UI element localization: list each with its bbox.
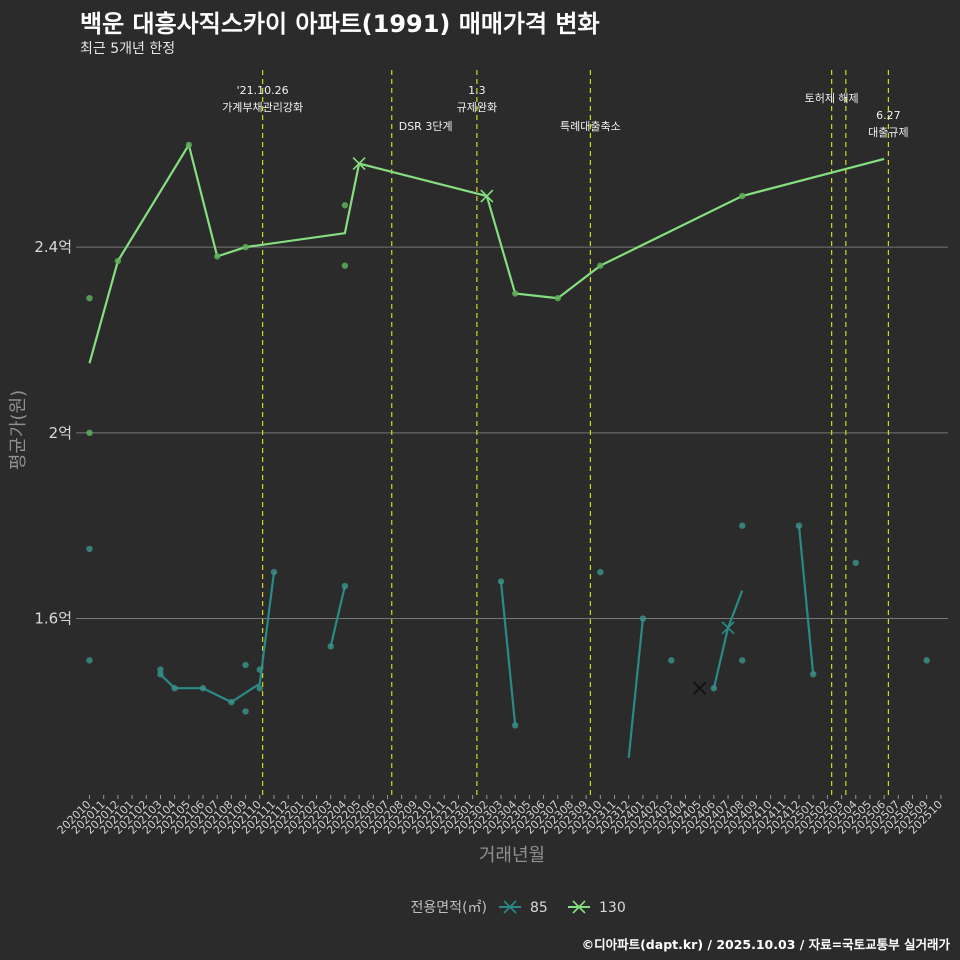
event-annotation: 토허제 해제 (805, 91, 859, 105)
series-85-point (809, 671, 817, 678)
source-caption: ©디아파트(dapt.kr) / 2025.10.03 / 자료=국토교통부 실… (581, 937, 950, 952)
y-tick-label: 2억 (49, 424, 72, 442)
series-85-x-marker (721, 621, 735, 635)
series-85-point (512, 722, 519, 729)
legend-key-marker (503, 900, 517, 914)
series-85-point (923, 657, 930, 664)
chart-title: 백운 대흥사직스카이 아파트(1991) 매매가격 변화 (80, 10, 600, 38)
series-130-point (185, 141, 193, 149)
series-85-line (329, 585, 346, 647)
series-85-point (341, 582, 349, 590)
series-85-point (639, 615, 647, 622)
event-annotation: 대출규제 (868, 126, 908, 139)
series-130-point (597, 262, 604, 269)
series-85-dark-marker (693, 681, 707, 695)
event-annotation: '21.10.26 (237, 84, 289, 97)
event-annotation: 가계부채관리강화 (222, 101, 303, 114)
series-85-point (497, 578, 505, 585)
series-130-point (739, 192, 746, 200)
price-chart: 1.6억 2억 2.4억 '21.10.26 가계부채관리강화 DSR 3단계 1.3 규제완… (8, 70, 948, 916)
series-85-point (256, 685, 263, 692)
legend-entry-label: 130 (599, 900, 626, 916)
series-85-point (852, 559, 859, 567)
series-85-point (795, 522, 803, 529)
legend-entry-label: 85 (530, 900, 548, 916)
series-85-line (627, 618, 644, 759)
series-85-point (86, 545, 93, 553)
series-130-x-marker (352, 156, 366, 171)
series-130-point (341, 262, 349, 269)
event-annotation: 규제완화 (457, 101, 497, 114)
series-85-line (159, 571, 276, 704)
event-annotation: 6.27 (876, 109, 901, 122)
event-annotation: DSR 3단계 (399, 120, 453, 133)
chart-subtitle: 최근 5개년 한정 (80, 41, 176, 57)
series-85-point (710, 685, 718, 692)
series-85-point (327, 643, 334, 650)
series-85-point (739, 657, 746, 664)
series-85-point (270, 568, 278, 576)
x-axis-label: 거래년월 (479, 845, 545, 866)
series-85-point (739, 522, 746, 529)
series-130-point (512, 290, 519, 297)
series-85-point (597, 568, 604, 576)
series-130-x-marker (480, 189, 494, 203)
series-85-point (86, 657, 93, 664)
legend-key-marker (572, 900, 586, 914)
event-annotation: 1.3 (468, 84, 486, 97)
series-130-point (114, 257, 122, 265)
series-85-point (242, 708, 249, 715)
series-85-point (256, 666, 263, 673)
legend-title: 전용면적(㎡) (411, 900, 487, 916)
series-85-point (157, 671, 164, 678)
series-130-point (214, 253, 221, 260)
series-130-point (242, 243, 249, 251)
series-130-line (88, 142, 885, 364)
series-85-point (668, 657, 675, 664)
series-130-point (86, 294, 93, 302)
series-85-point (199, 685, 207, 692)
series-85-point (171, 685, 178, 692)
series-85-line (797, 525, 815, 675)
series-130-point (554, 294, 561, 302)
y-tick-label: 1.6억 (34, 610, 72, 628)
series-130-point (86, 429, 93, 437)
series-85-line (499, 581, 517, 726)
event-annotation: 특례대출축소 (560, 120, 621, 133)
series-85-point (228, 698, 235, 706)
series-85-point (157, 666, 164, 673)
y-tick-label: 2.4억 (34, 238, 72, 256)
y-axis-label: 평균가(원) (8, 390, 29, 470)
series-130-point (341, 202, 349, 209)
series-85-point (242, 661, 249, 669)
series-85-line (712, 590, 744, 689)
